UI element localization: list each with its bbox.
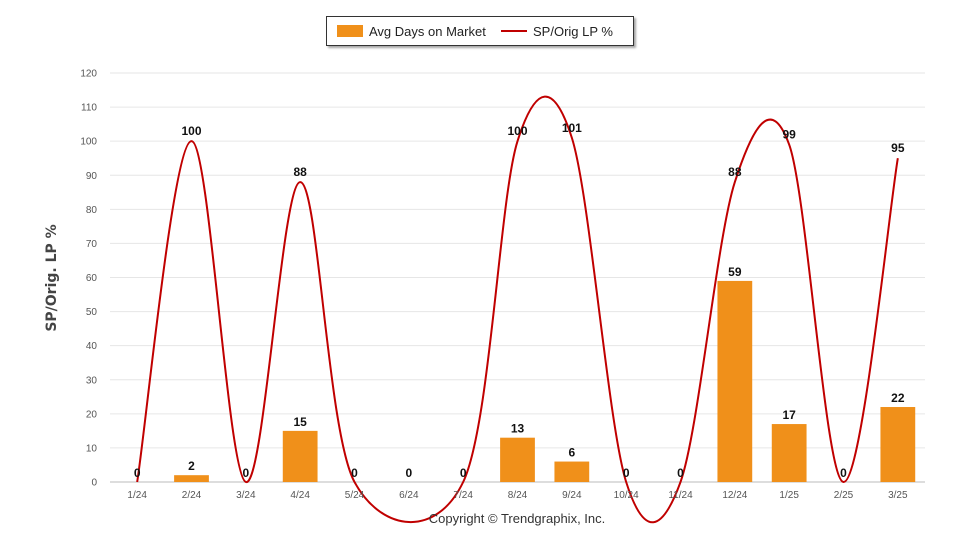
y-tick-label: 10 [86, 443, 98, 454]
bar [282, 430, 318, 482]
bar-value-label: 0 [351, 466, 358, 480]
y-tick-label: 40 [86, 341, 98, 352]
bar-value-label: 0 [623, 466, 630, 480]
bar-value-label: 6 [568, 446, 575, 460]
line-value-label: 88 [293, 165, 307, 179]
y-tick-label: 60 [86, 273, 98, 284]
x-tick-label: 1/24 [127, 490, 147, 501]
line-value-label: 100 [181, 124, 201, 138]
data-labels: 0 2 0 15 0 0 0 13 6 0 0 59 17 0 22 100 88 100 101 88 99 95 [134, 121, 905, 480]
legend-item-sp-orig-lp: SP/Orig LP % [501, 17, 613, 45]
x-tick-label: 5/24 [345, 490, 365, 501]
line-value-label: 88 [728, 165, 742, 179]
sp-orig-lp-line [136, 95, 899, 524]
bar [880, 407, 916, 482]
line-value-label: 101 [562, 121, 582, 135]
y-tick-label: 120 [80, 69, 97, 80]
bar-value-label: 0 [460, 466, 467, 480]
legend-line-label: SP/Orig LP % [533, 23, 613, 39]
x-axis-ticks: 1/24 2/24 3/24 4/24 5/24 6/24 7/24 8/24 9/24 10/2… [127, 490, 908, 501]
y-tick-label: 70 [86, 239, 98, 250]
bar [500, 437, 535, 482]
line-value-label: 99 [782, 128, 796, 142]
bar-value-label: 59 [728, 265, 742, 279]
x-tick-label: 7/24 [453, 490, 473, 501]
legend-line-swatch [501, 30, 527, 32]
x-tick-label: 3/25 [888, 490, 908, 501]
y-tick-label: 0 [91, 478, 97, 489]
legend-bar-swatch [337, 25, 363, 37]
bar [771, 424, 807, 482]
line-series [136, 95, 899, 524]
bar [554, 461, 590, 482]
bar-series [174, 280, 916, 482]
x-tick-label: 4/24 [290, 490, 310, 501]
x-tick-label: 11/24 [668, 490, 693, 501]
bar-value-label: 0 [242, 466, 249, 480]
copyright-text: Copyright © Trendgraphix, Inc. [428, 511, 606, 526]
bar [174, 475, 209, 482]
bar-value-label: 17 [782, 408, 796, 422]
y-tick-label: 80 [86, 205, 98, 216]
bar-value-label: 15 [293, 415, 307, 429]
grid-layer [110, 72, 925, 483]
y-axis-ticks: 0 10 20 30 40 50 60 70 80 90 100 110 120 [80, 69, 97, 489]
bar [717, 280, 753, 482]
y-tick-label: 50 [86, 307, 98, 318]
line-value-label: 100 [507, 124, 527, 138]
bar-value-label: 13 [511, 422, 525, 436]
y-tick-label: 110 [81, 103, 97, 114]
line-value-label: 95 [891, 141, 905, 155]
bar-value-label: 22 [891, 391, 905, 405]
y-tick-label: 30 [86, 375, 98, 386]
x-tick-label: 1/25 [779, 490, 799, 501]
y-tick-label: 20 [86, 409, 98, 420]
legend-bar-label: Avg Days on Market [369, 23, 486, 39]
x-tick-label: 6/24 [399, 490, 419, 501]
bar-value-label: 0 [840, 466, 847, 480]
x-tick-label: 12/24 [722, 490, 747, 501]
y-tick-label: 90 [86, 171, 98, 182]
y-tick-label: 100 [80, 137, 97, 148]
bar-value-label: 2 [188, 459, 195, 473]
x-tick-label: 2/24 [182, 490, 202, 501]
x-tick-label: 2/25 [834, 490, 854, 501]
bar-value-label: 0 [405, 466, 412, 480]
bar-value-label: 0 [134, 466, 141, 480]
y-axis-label: SP/Orig. LP % [44, 224, 60, 332]
bar-value-label: 0 [677, 466, 684, 480]
x-tick-label: 3/24 [236, 490, 256, 501]
x-tick-label: 8/24 [508, 490, 528, 501]
x-tick-label: 9/24 [562, 490, 582, 501]
x-tick-label: 10/24 [614, 490, 639, 501]
legend-item-days-on-market: Avg Days on Market [337, 17, 486, 45]
legend: Avg Days on Market SP/Orig LP % [326, 16, 634, 46]
